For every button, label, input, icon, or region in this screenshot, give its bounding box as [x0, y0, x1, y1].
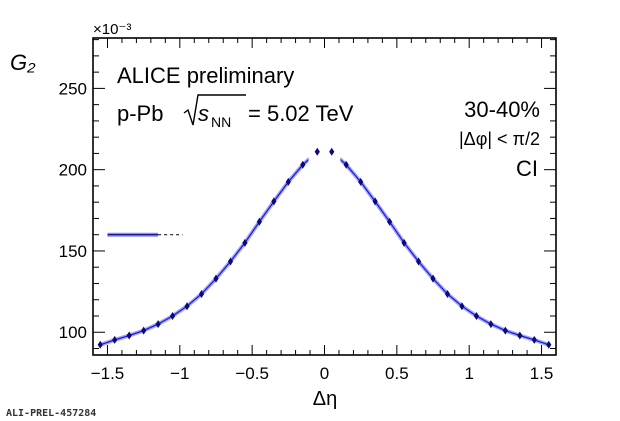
- data-point: [314, 147, 320, 156]
- x-tick-label: 0: [320, 364, 329, 383]
- y-tick-label: 200: [59, 161, 87, 180]
- data-point: [271, 197, 277, 206]
- energy-label: = 5.02 TeV: [248, 101, 354, 126]
- series-line: [100, 151, 318, 346]
- data-point: [546, 340, 552, 349]
- data-point: [358, 177, 364, 186]
- data-point: [329, 147, 335, 156]
- y-axis-label: G₂: [10, 50, 36, 75]
- charge-combination-label: CI: [516, 156, 538, 181]
- sqrt-s-label: s: [198, 101, 209, 126]
- sqrt-symbol: [183, 94, 246, 126]
- data-point: [256, 217, 262, 226]
- data-point: [97, 340, 103, 349]
- series-line: [331, 151, 549, 346]
- data-point: [473, 311, 480, 320]
- data-point: [517, 331, 523, 340]
- data-point: [300, 160, 306, 169]
- y-tick-label: 100: [59, 323, 87, 342]
- data-point: [387, 217, 393, 226]
- y-tick-label: 250: [59, 79, 87, 98]
- system-label: p-Pb: [117, 101, 163, 126]
- data-point: [372, 197, 378, 206]
- data-point: [242, 238, 248, 247]
- data-point: [502, 326, 508, 335]
- x-axis-label: Δη: [313, 388, 337, 410]
- y-axis-multiplier: ×10⁻³: [93, 21, 131, 38]
- x-tick-label: −0.5: [235, 364, 269, 383]
- x-tick-label: −1.5: [91, 364, 125, 383]
- data-point: [155, 320, 161, 329]
- data-point: [213, 274, 219, 283]
- data-point: [430, 274, 436, 283]
- series-band: [100, 150, 319, 347]
- centrality-label: 30-40%: [464, 97, 540, 122]
- data-point: [401, 238, 407, 247]
- data-point: [184, 302, 190, 311]
- uncertainty-bands: [100, 150, 549, 347]
- y-tick-labels: 100 150 200 250: [59, 79, 87, 342]
- x-tick-label: −1: [170, 364, 189, 383]
- series-lines: [100, 151, 549, 346]
- dphi-cut-label: |Δφ| < π/2: [459, 129, 540, 149]
- data-point: [285, 177, 291, 186]
- experiment-label: ALICE preliminary: [117, 63, 294, 88]
- data-points: [97, 147, 552, 349]
- x-tick-labels: −1.5 −1 −0.5 0 0.5 1 1.5: [91, 364, 554, 383]
- y-tick-label: 150: [59, 242, 87, 261]
- x-tick-label: 0.5: [385, 364, 409, 383]
- data-point: [531, 335, 537, 344]
- data-point: [169, 311, 176, 320]
- data-point: [343, 160, 349, 169]
- data-point: [415, 257, 422, 266]
- data-point: [488, 320, 494, 329]
- data-point: [112, 335, 118, 344]
- data-point: [459, 302, 465, 311]
- sqrt-s-subscript: NN: [211, 114, 231, 130]
- x-tick-label: 1.5: [530, 364, 554, 383]
- data-point: [227, 257, 234, 266]
- data-point: [198, 290, 205, 299]
- x-tick-label: 1: [464, 364, 473, 383]
- data-point: [126, 331, 132, 340]
- preliminary-id: ALI-PREL-457284: [6, 408, 96, 419]
- axis-ticks: [92, 38, 557, 355]
- data-point: [141, 326, 147, 335]
- data-point: [444, 290, 451, 299]
